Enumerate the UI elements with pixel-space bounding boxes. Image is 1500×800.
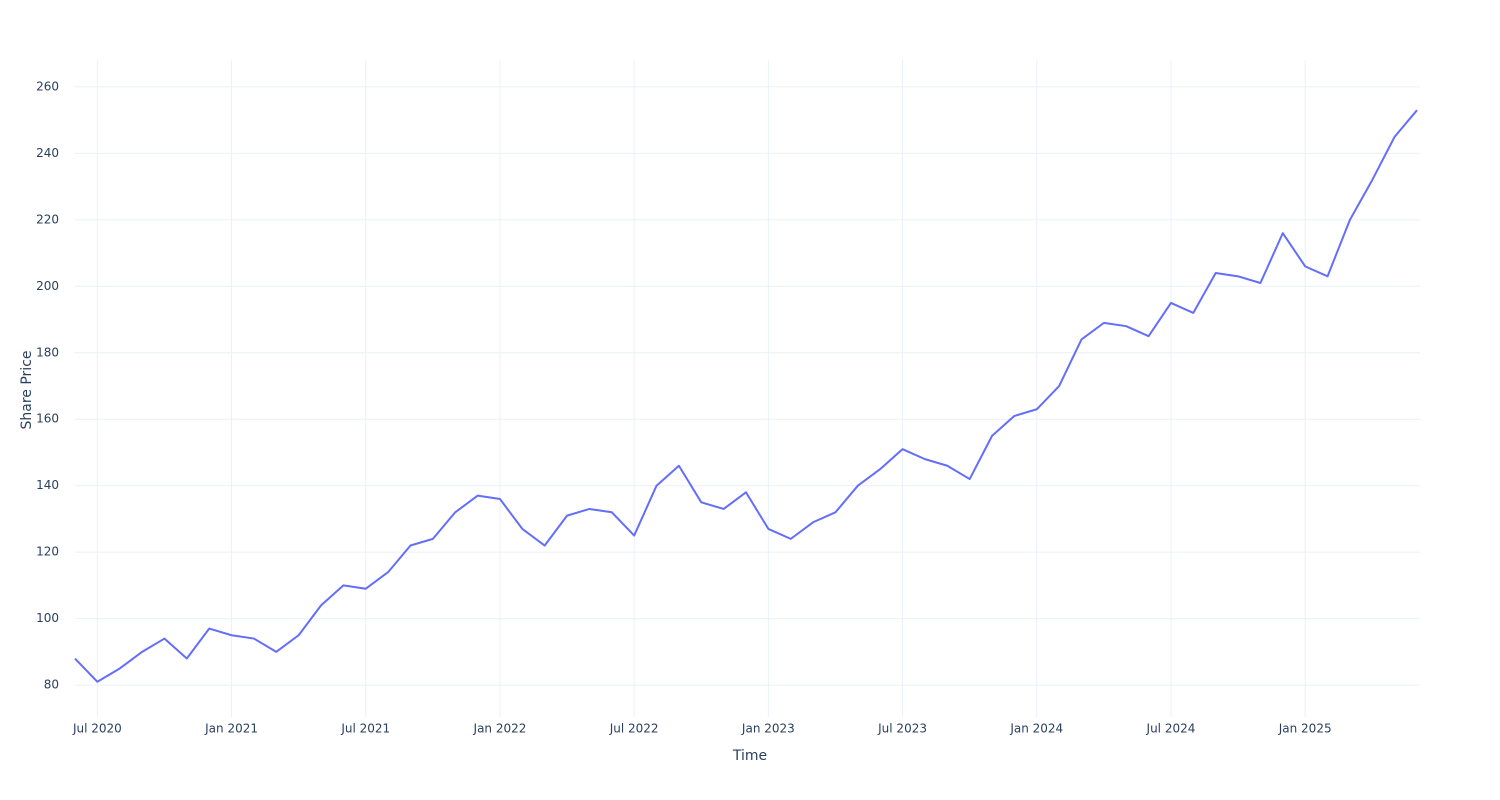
y-tick-label: 140: [36, 478, 59, 492]
y-tick-label: 100: [36, 611, 59, 625]
x-tick-label: Jul 2021: [340, 722, 390, 736]
y-tick-label: 180: [36, 345, 59, 359]
x-tick-label: Jul 2020: [72, 722, 122, 736]
y-tick-label: 160: [36, 412, 59, 426]
y-tick-label: 80: [44, 678, 59, 692]
x-tick-label: Jul 2022: [609, 722, 659, 736]
x-tick-label: Jan 2023: [741, 722, 795, 736]
y-tick-label: 200: [36, 279, 59, 293]
y-tick-label: 260: [36, 79, 59, 93]
x-tick-label: Jul 2023: [877, 722, 927, 736]
price-line: [74, 109, 1418, 683]
x-tick-label: Jan 2021: [204, 722, 258, 736]
y-axis-title: Share Price: [19, 350, 35, 429]
x-tick-label: Jul 2024: [1146, 722, 1196, 736]
y-tick-label: 240: [36, 146, 59, 160]
x-tick-label: Jan 2024: [1009, 722, 1063, 736]
x-axis-title: Time: [732, 748, 767, 764]
x-tick-label: Jan 2022: [473, 722, 527, 736]
x-tick-label: Jan 2025: [1278, 722, 1332, 736]
y-tick-label: 220: [36, 212, 59, 226]
y-tick-label: 120: [36, 545, 59, 559]
